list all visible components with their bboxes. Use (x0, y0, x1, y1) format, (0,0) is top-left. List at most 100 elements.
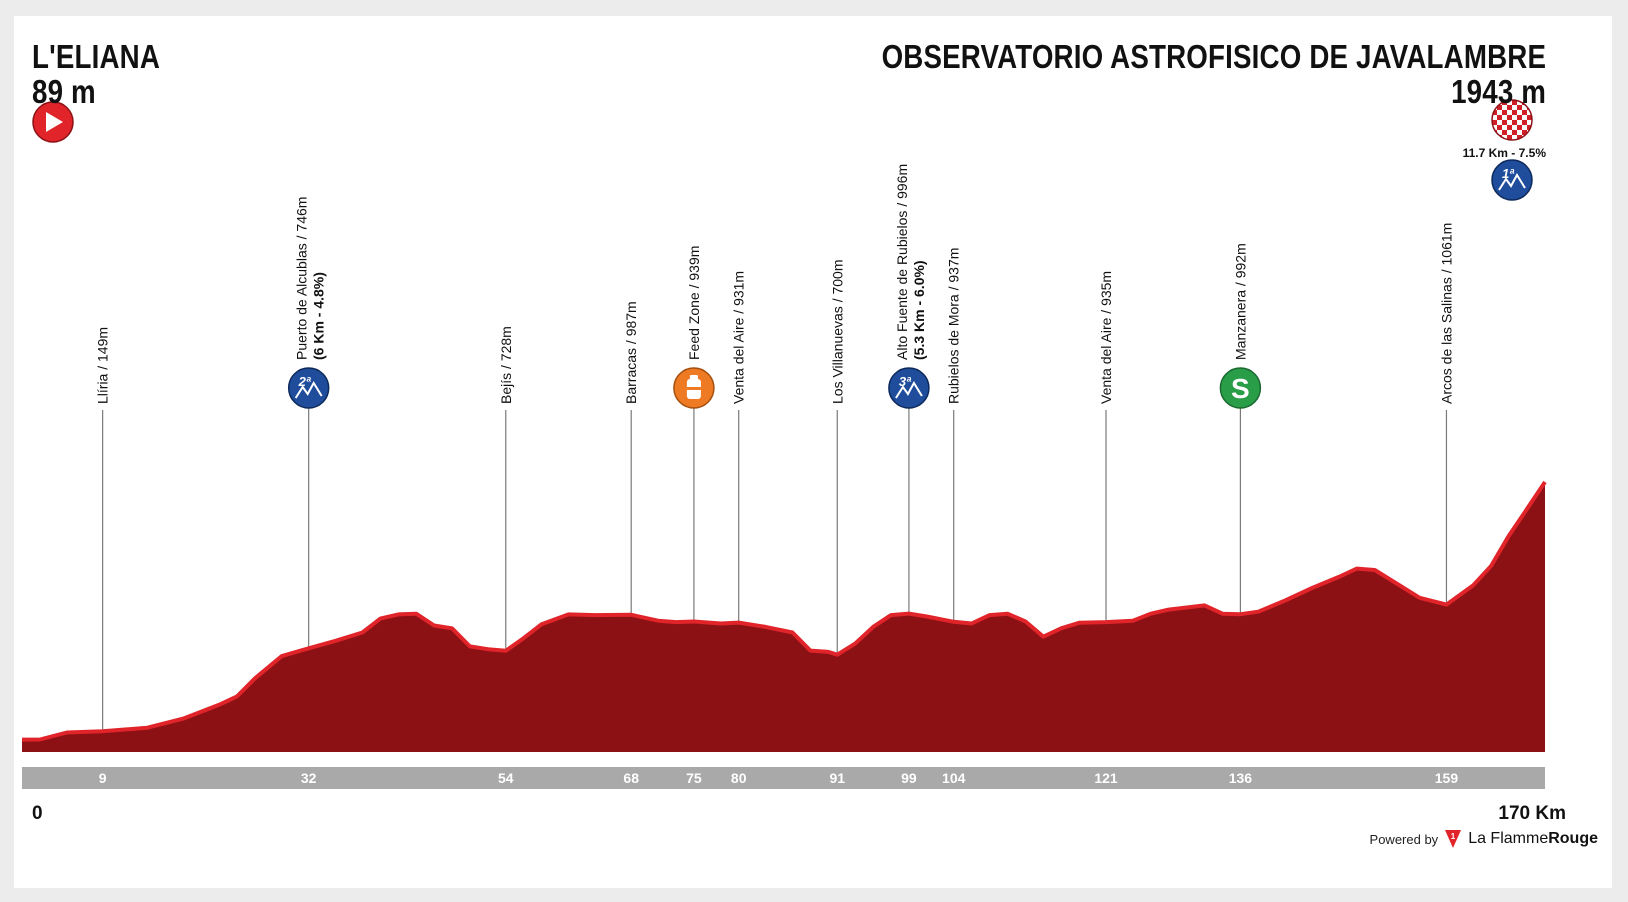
marker-label-group: Alto Fuente de Rubielos / 996m (5.3 Km - … (894, 164, 927, 360)
km-tick-label: 121 (1094, 770, 1118, 786)
checker-cell (1517, 115, 1522, 120)
final-climb-info: 11.7 Km - 7.5% (1462, 146, 1546, 160)
marker-label: Puerto de Alcublas / 746m (294, 197, 310, 360)
mountain-badge-icon (287, 367, 330, 409)
checker-cell (1517, 105, 1522, 110)
km-tick-label: 9 (99, 770, 107, 786)
checker-cell (1527, 135, 1532, 140)
km-tick-label: 68 (623, 770, 639, 786)
marker-label: Rubielos de Mora / 937m (946, 248, 962, 404)
checker-cell (1502, 110, 1507, 115)
km-total-label: 170 Km (1498, 803, 1566, 824)
play-triangle (46, 112, 63, 132)
bottle-band (686, 387, 701, 390)
finish-town: OBSERVATORIO ASTROFISICO DE JAVALAMBRE (881, 38, 1546, 75)
brand-name: La FlammeRouge (1468, 830, 1598, 848)
final-climb-badge-icon (1491, 159, 1533, 201)
checker-cell (1512, 110, 1517, 115)
marker-label-group: Feed Zone / 939m (686, 246, 702, 360)
marker-layer: Llíria / 149m Puerto de Alcublas / 746m (6… (95, 164, 1454, 752)
marker-label-group: Los Villanuevas / 700m (829, 260, 845, 405)
checker-cell (1502, 130, 1507, 135)
stage-profile-chart: Llíria / 149m Puerto de Alcublas / 746m (6… (21, 99, 1547, 789)
finish-altitude: 1943 m (1450, 73, 1546, 110)
marker-label-group: Rubielos de Mora / 937m (946, 248, 962, 404)
km-tick-label: 104 (942, 770, 966, 786)
marker-sublabel: (5.3 Km - 6.0%) (911, 260, 927, 360)
checker-cell (1507, 115, 1512, 120)
profile-layer (21, 480, 1547, 752)
final-climb-category: 1ª (1502, 166, 1515, 181)
mountain-category-label: 3ª (899, 374, 912, 389)
marker-label: Barracas / 987m (623, 301, 639, 404)
checker-cell (1512, 130, 1517, 135)
km-tick-label: 99 (901, 770, 917, 786)
checker-cell (1497, 115, 1502, 120)
stage-profile-card: Llíria / 149m Puerto de Alcublas / 746m (6… (14, 16, 1612, 888)
km-start-label: 0 (32, 803, 43, 824)
km-tick-label: 159 (1435, 770, 1459, 786)
checker-cell (1522, 120, 1527, 125)
marker-label: Llíria / 149m (95, 327, 111, 404)
powered-by[interactable]: Powered by 1 La FlammeRouge (1370, 829, 1598, 849)
marker-label-group: Manzanera / 992m (1232, 243, 1248, 360)
brand-prefix: La Flamme (1468, 830, 1549, 847)
marker-label: Feed Zone / 939m (686, 246, 702, 360)
km-tick-label: 91 (829, 770, 845, 786)
start-altitude: 89 m (32, 73, 96, 110)
checker-cell (1517, 135, 1522, 140)
marker-label-group: Arcos de las Salinas / 1061m (1438, 223, 1454, 404)
mountain-badge-icon (888, 367, 930, 409)
checker-cell (1497, 105, 1502, 110)
marker-label: Los Villanuevas / 700m (829, 260, 845, 405)
marker-label: Venta del Aire / 931m (731, 271, 747, 404)
checker-cell (1522, 110, 1527, 115)
km-band (22, 767, 1545, 789)
marker-label-group: Venta del Aire / 931m (731, 271, 747, 404)
marker-label: Arcos de las Salinas / 1061m (1438, 223, 1454, 404)
km-tick-label: 80 (731, 770, 747, 786)
checker-cell (1517, 125, 1522, 130)
checker-cell (1527, 125, 1532, 130)
km-band-layer: 9 32 54 68 75 80 91 99 104 121 136 159 (22, 767, 1545, 789)
marker-label: Venta del Aire / 935m (1098, 271, 1114, 404)
finish-badge-ring (1491, 99, 1533, 141)
km-tick-label: 54 (498, 770, 514, 786)
mountain-category-label: 2ª (298, 374, 312, 389)
marker-label-group: Bejís / 728m (498, 326, 514, 404)
powered-by-text: Powered by (1369, 831, 1439, 847)
checker-cell (1507, 125, 1512, 130)
brand-suffix: Rouge (1548, 830, 1598, 847)
marker-label: Manzanera / 992m (1232, 243, 1248, 360)
marker-sublabel: (6 Km - 4.8%) (311, 272, 327, 360)
checker-cell (1502, 100, 1507, 105)
checker-cell (1492, 120, 1497, 125)
mountain-icon (895, 381, 923, 399)
km-tick-label: 136 (1229, 770, 1253, 786)
marker-label-group: Puerto de Alcublas / 746m (6 Km - 4.8%) (294, 197, 327, 360)
checker-cell (1507, 135, 1512, 140)
marker-label: Bejís / 728m (498, 326, 514, 404)
sprint-label: S (1231, 373, 1250, 404)
sprint-badge-icon (1219, 367, 1262, 409)
start-town: L'ELIANA (32, 38, 161, 75)
km-tick-label: 75 (686, 770, 702, 786)
marker-label-group: Venta del Aire / 935m (1098, 271, 1114, 404)
checker-cell (1512, 100, 1517, 105)
icon-layer: 2ª 3ª S 1ª (32, 99, 1533, 409)
checker-cell (1497, 125, 1502, 130)
marker-label-group: Llíria / 149m (95, 327, 111, 404)
checker-cell (1502, 120, 1507, 125)
checker-cell (1527, 115, 1532, 120)
km-tick-label: 32 (301, 770, 317, 786)
checker-cell (1512, 120, 1517, 125)
bottle-cap (689, 375, 698, 380)
mountain-icon (294, 381, 323, 399)
mountain-icon (1498, 173, 1526, 191)
flamme-rouge-logo-icon: 1 (1445, 830, 1462, 848)
marker-label-group: Barracas / 987m (623, 301, 639, 404)
checker-cell (1492, 110, 1497, 115)
profile-area (22, 482, 1545, 752)
marker-label: Alto Fuente de Rubielos / 996m (894, 164, 910, 360)
checker-cell (1522, 130, 1527, 135)
